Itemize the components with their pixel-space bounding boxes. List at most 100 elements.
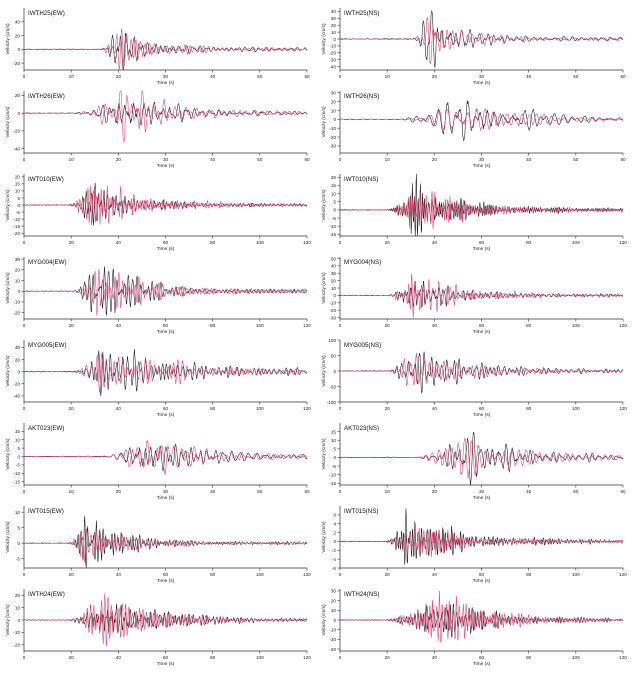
x-tick-label: 20: [385, 323, 391, 328]
y-tick-label: 15: [15, 182, 21, 187]
y-tick-label: 20: [15, 93, 21, 98]
y-tick-label: 30: [331, 91, 337, 96]
x-tick-label: 40: [210, 157, 216, 162]
y-tick-label: 15: [331, 429, 337, 434]
panel-title: MYG005(EW): [28, 342, 67, 349]
synthetic-waveform: [23, 28, 308, 70]
y-tick-label: 4: [333, 522, 336, 527]
synthetic-waveform: [339, 108, 624, 131]
panel-title: IWT010(NS): [344, 176, 378, 183]
observed-waveform: [23, 32, 308, 70]
y-tick-label: 0: [333, 37, 336, 42]
y-tick-label: -10: [329, 126, 336, 131]
y-tick-label: 5: [333, 200, 336, 205]
y-tick-label: 10: [331, 438, 337, 443]
y-tick-label: 0: [17, 47, 20, 52]
x-tick-label: 100: [572, 406, 580, 411]
synthetic-waveform: [23, 352, 308, 393]
y-tick-label: -50: [329, 384, 336, 389]
y-tick-label: 10: [15, 438, 21, 443]
x-tick-label: 0: [339, 74, 342, 79]
y-tick-label: 20: [15, 593, 21, 598]
y-tick-label: -20: [13, 129, 20, 134]
x-tick-label: 80: [210, 572, 216, 577]
y-tick-label: 20: [331, 598, 337, 603]
axis-frame: [23, 506, 307, 569]
waveform-panel: -30 -20 -10 0 10 20 30 40 50 0 20 40 60 80 100 120 Time …: [321, 256, 627, 335]
panel-title: MYG004(NS): [344, 259, 381, 266]
x-tick-label: 0: [339, 655, 342, 660]
y-axis-label: Velocity (cm/s): [321, 521, 327, 553]
x-tick-label: 20: [116, 489, 122, 494]
x-tick-label: 30: [479, 489, 485, 494]
y-axis-label: Velocity (cm/s): [321, 106, 327, 138]
x-tick-label: 30: [163, 74, 169, 79]
y-tick-label: 20: [331, 23, 337, 28]
waveform-panel: -30 -20 -10 0 10 20 30 0 20 40 60 80 100 120 Time (s) V…: [321, 589, 627, 667]
y-tick-label: -20: [329, 135, 336, 140]
x-axis-label: Time (s): [157, 163, 175, 169]
x-tick-label: 20: [432, 489, 438, 494]
x-axis-label: Time (s): [157, 578, 175, 584]
x-tick-label: 40: [432, 406, 438, 411]
x-axis-label: Time (s): [473, 80, 491, 86]
y-tick-label: -30: [329, 144, 336, 149]
y-axis-label: Velocity (cm/s): [5, 355, 11, 387]
x-tick-label: 20: [116, 157, 122, 162]
x-tick-label: 0: [23, 323, 26, 328]
panel-title: IWT015(EW): [28, 508, 64, 515]
y-tick-label: -5: [16, 557, 21, 562]
y-tick-label: -15: [13, 224, 20, 229]
x-axis-label: Time (s): [157, 329, 175, 335]
y-tick-label: 10: [15, 605, 21, 610]
x-tick-label: 0: [339, 157, 342, 162]
x-tick-label: 100: [572, 572, 580, 577]
y-axis-label: Velocity (cm/s): [321, 272, 327, 304]
x-tick-label: 10: [69, 157, 75, 162]
x-tick-label: 10: [385, 157, 391, 162]
x-tick-label: 10: [69, 489, 75, 494]
x-axis-label: Time (s): [473, 246, 491, 252]
x-axis-label: Time (s): [157, 495, 175, 501]
y-axis-label: Velocity (cm/s): [5, 521, 11, 553]
y-tick-label: -10: [13, 630, 20, 635]
y-tick-label: -10: [13, 300, 20, 305]
y-tick-label: -5: [332, 216, 337, 221]
x-tick-label: 40: [116, 655, 122, 660]
x-tick-label: 120: [619, 655, 627, 660]
y-tick-label: -30: [329, 57, 336, 62]
y-tick-label: -20: [13, 61, 20, 66]
x-tick-label: 60: [479, 323, 485, 328]
y-tick-label: 0: [333, 618, 336, 623]
y-tick-label: 10: [331, 608, 337, 613]
y-tick-label: -10: [329, 627, 336, 632]
x-tick-label: 20: [116, 74, 122, 79]
y-axis-label: Velocity (cm/s): [321, 604, 327, 636]
y-tick-label: -40: [13, 146, 20, 151]
y-tick-label: -10: [329, 44, 336, 49]
x-tick-label: 0: [23, 240, 26, 245]
y-tick-label: 0: [17, 203, 20, 208]
x-tick-label: 10: [385, 74, 391, 79]
y-tick-label: -20: [13, 310, 20, 315]
y-tick-label: -15: [329, 232, 336, 237]
x-tick-label: 80: [210, 323, 216, 328]
x-tick-label: 0: [339, 572, 342, 577]
x-tick-label: 60: [163, 323, 169, 328]
y-tick-label: 5: [17, 526, 20, 531]
y-tick-label: 20: [15, 357, 21, 362]
x-tick-label: 120: [619, 323, 627, 328]
x-tick-label: 60: [304, 489, 310, 494]
y-axis-label: Velocity (cm/s): [5, 272, 11, 304]
x-tick-label: 0: [23, 157, 26, 162]
y-axis-label: Velocity (cm/s): [5, 438, 11, 470]
y-axis-label: Velocity (cm/s): [321, 355, 327, 387]
x-tick-label: 120: [303, 406, 311, 411]
x-tick-label: 0: [339, 240, 342, 245]
x-tick-label: 120: [303, 655, 311, 660]
x-tick-label: 30: [479, 157, 485, 162]
x-tick-label: 20: [69, 655, 75, 660]
y-tick-label: 0: [333, 455, 336, 460]
x-axis-label: Time (s): [473, 495, 491, 501]
